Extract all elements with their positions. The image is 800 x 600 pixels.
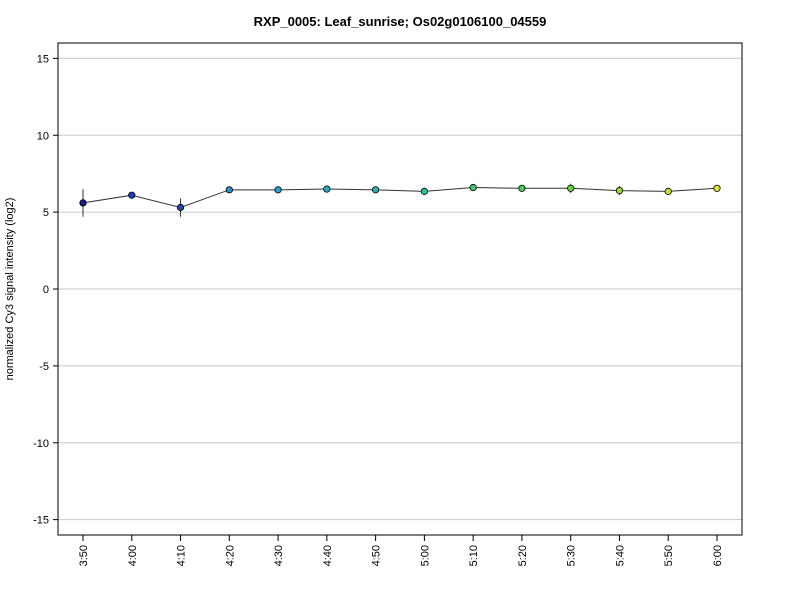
x-tick-label: 5:40	[614, 545, 626, 566]
x-tick-label: 4:00	[127, 545, 139, 566]
x-axis: 3:50 4:00 4:10 4:20 4:30 4:40 4:50 5:00 5:10 5:20…	[78, 534, 724, 566]
data-point	[713, 184, 721, 192]
x-tick-label: 5:00	[419, 545, 431, 566]
x-tick-label: 4:30	[273, 545, 285, 566]
chart-title: RXP_0005: Leaf_sunrise; Os02g0106100_045…	[254, 14, 547, 29]
data-point	[128, 191, 136, 199]
y-tick-label: -15	[33, 515, 49, 527]
data-point	[372, 186, 380, 194]
y-tick-label: -5	[39, 361, 49, 373]
data-point	[469, 183, 477, 192]
y-axis-label: normalized Cy3 signal intensity (log2)	[4, 198, 16, 381]
x-tick-label: 3:50	[78, 545, 90, 566]
x-tick-label: 5:30	[566, 545, 578, 566]
y-tick-label: 10	[37, 130, 49, 142]
data-point	[615, 187, 624, 195]
x-tick-label: 5:50	[663, 545, 675, 566]
data-point	[79, 199, 87, 207]
data-point	[567, 184, 575, 192]
x-tick-label: 5:20	[517, 545, 529, 566]
x-tick-label: 5:10	[468, 545, 480, 566]
y-tick-label: -10	[33, 438, 49, 450]
x-tick-label: 6:00	[712, 545, 724, 566]
data-point	[274, 186, 282, 194]
data-point	[420, 187, 428, 195]
y-tick-label: 0	[43, 284, 49, 296]
data-point	[225, 186, 233, 194]
series-layer	[79, 183, 721, 217]
data-point	[664, 187, 672, 195]
data-point	[323, 185, 331, 193]
y-tick-label: 15	[37, 53, 49, 65]
x-tick-label: 4:40	[322, 545, 334, 566]
y-tick-label: 5	[43, 207, 49, 219]
data-point	[176, 203, 185, 212]
x-tick-label: 4:10	[176, 545, 188, 566]
y-axis: -15 -10 -5 0 5 10 15	[33, 53, 58, 527]
gridlines	[58, 57, 742, 521]
data-point	[518, 184, 526, 192]
series-line	[82, 187, 718, 209]
x-tick-label: 4:20	[224, 545, 236, 566]
x-tick-label: 4:50	[371, 545, 383, 566]
